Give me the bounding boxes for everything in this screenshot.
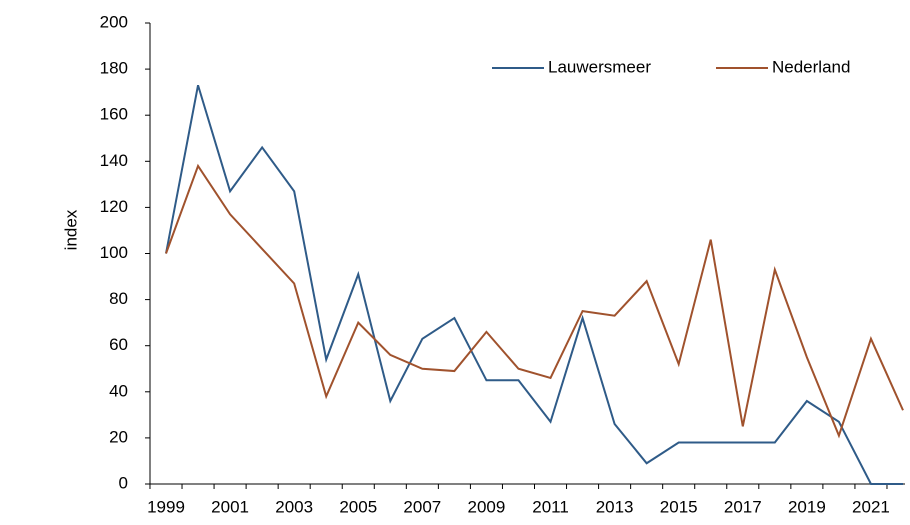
y-tick-label: 180 bbox=[100, 59, 128, 78]
x-tick-label: 2001 bbox=[211, 497, 249, 516]
x-tick-label: 2005 bbox=[339, 497, 377, 516]
y-tick-label: 0 bbox=[119, 473, 128, 492]
x-tick-label: 2021 bbox=[852, 497, 890, 516]
x-tick-label: 2011 bbox=[532, 497, 569, 516]
series-line bbox=[165, 163, 904, 439]
y-tick-label: 20 bbox=[109, 427, 128, 446]
y-tick-label: 40 bbox=[109, 381, 128, 400]
y-tick-label: 80 bbox=[109, 289, 128, 308]
x-tick-label: 2019 bbox=[788, 497, 826, 516]
x-tick-label: 2015 bbox=[660, 497, 698, 516]
y-tick-label: 120 bbox=[100, 197, 128, 216]
y-tick-label: 200 bbox=[100, 12, 128, 31]
legend-label: Lauwersmeer bbox=[548, 57, 651, 76]
y-tick-label: 160 bbox=[100, 105, 128, 124]
x-tick-label: 2009 bbox=[468, 497, 506, 516]
x-tick-label: 2007 bbox=[403, 497, 441, 516]
x-tick-label: 1999 bbox=[147, 497, 185, 516]
y-tick-label: 100 bbox=[100, 243, 128, 262]
x-tick-label: 2013 bbox=[596, 497, 634, 516]
series-line bbox=[165, 84, 903, 485]
y-tick-label: 140 bbox=[100, 151, 128, 170]
x-tick-label: 2003 bbox=[275, 497, 313, 516]
y-axis-label: index bbox=[61, 209, 80, 250]
x-tick-label: 2017 bbox=[724, 497, 762, 516]
legend-label: Nederland bbox=[772, 57, 850, 76]
y-tick-label: 60 bbox=[109, 335, 128, 354]
